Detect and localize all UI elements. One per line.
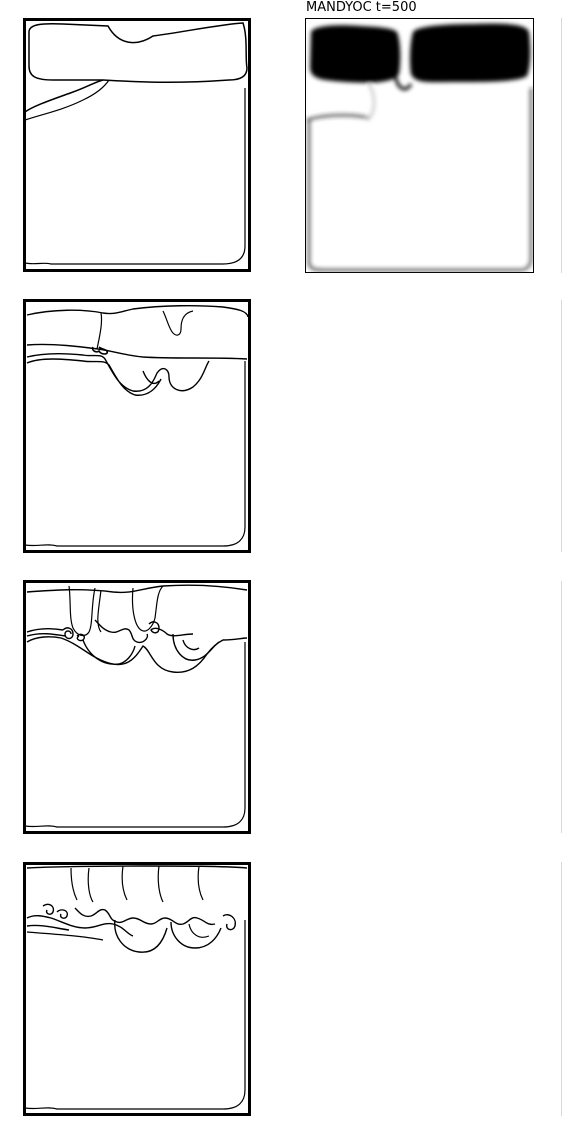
right-edge-frame-2 bbox=[561, 300, 562, 552]
right-edge-frame-1 bbox=[561, 18, 562, 273]
panel-a-svg bbox=[23, 18, 251, 272]
panel-b-blob bbox=[91, 346, 109, 355]
panel-a-lower-boundary bbox=[24, 79, 246, 265]
panel-d-svg bbox=[23, 862, 251, 1116]
panel-d-lobe-1 bbox=[114, 919, 168, 953]
panel-a-plot bbox=[23, 18, 251, 272]
panel-b-plot bbox=[23, 299, 251, 553]
panel-b-upper-boundary bbox=[26, 304, 249, 360]
mandyoc-title: MANDYOC t=500 bbox=[306, 0, 417, 15]
panel-d-lobe-2 bbox=[170, 914, 237, 949]
mandyoc-right-block bbox=[409, 23, 531, 83]
mandyoc-interface bbox=[366, 83, 375, 121]
mandyoc-plot bbox=[305, 18, 534, 273]
panel-c-lobe-2 bbox=[172, 633, 220, 661]
mandyoc-svg bbox=[305, 18, 534, 273]
panel-b-drip-1 bbox=[96, 312, 103, 350]
panel-d-lobe-3 bbox=[188, 923, 210, 938]
panel-b-svg bbox=[23, 299, 251, 553]
panel-c-column-1 bbox=[68, 585, 96, 637]
panel-c-bottom-edge bbox=[24, 642, 246, 828]
panel-d-bottom-edge bbox=[24, 920, 246, 1110]
panel-d-upper-boundary bbox=[26, 865, 248, 869]
mandyoc-lower-edge bbox=[306, 88, 532, 271]
panel-c-plot bbox=[23, 580, 251, 834]
panel-b-lower-layer bbox=[26, 352, 210, 396]
mandyoc-left-block bbox=[310, 25, 401, 83]
panel-c-upper-boundary bbox=[26, 584, 248, 594]
panel-d-columns bbox=[70, 865, 204, 903]
panel-d-plot bbox=[23, 862, 251, 1116]
panel-b-drip-2 bbox=[162, 310, 194, 336]
panel-a-interface bbox=[24, 79, 104, 113]
panel-b-bottom-edge bbox=[24, 361, 246, 547]
right-edge-frame-3 bbox=[561, 581, 562, 833]
panel-c-svg bbox=[23, 580, 251, 834]
mandyoc-neck bbox=[393, 73, 413, 91]
panel-d-swirls bbox=[42, 903, 216, 926]
panel-c-column-2 bbox=[97, 585, 164, 633]
panel-c-swirl-2 bbox=[94, 619, 149, 644]
right-edge-frame-4 bbox=[561, 862, 562, 1116]
panel-c-lobe-1 bbox=[82, 639, 136, 665]
panel-d-layer bbox=[26, 915, 134, 937]
panel-a-upper-body bbox=[28, 22, 248, 84]
